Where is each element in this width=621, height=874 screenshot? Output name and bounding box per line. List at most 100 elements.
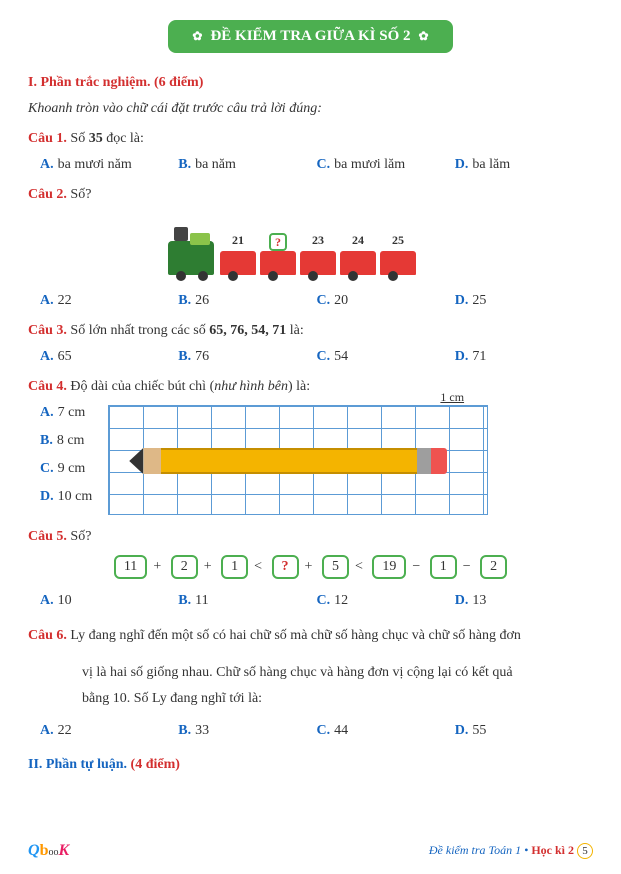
wheel-icon [388,271,398,281]
wheel-icon [348,271,358,281]
q4-choice-a[interactable]: A.7 cm [40,405,92,421]
section-1-points: (6 điểm) [154,75,203,90]
q6-choice-d[interactable]: D.55 [455,723,593,739]
train-car: 25 [380,251,416,275]
q5-choice-d[interactable]: D.13 [455,593,593,609]
q4-label: Câu 4. [28,379,67,394]
num-box: 19 [372,555,406,579]
section-2-points: (4 điểm) [131,757,180,772]
title-banner: ✿ ĐỀ KIỂM TRA GIỮA KÌ SỐ 2 ✿ [168,20,452,53]
q5-equation: 11+ 2+ 1< ?+ 5< 19− 1− 2 [28,555,593,579]
q6-choice-c[interactable]: C.44 [317,723,455,739]
q3-prompt: Câu 3. Số lớn nhất trong các số 65, 76, … [28,323,593,339]
q2-prompt: Câu 2. Số? [28,187,593,203]
q6-line3: bằng 10. Số Ly đang nghĩ tới là: [28,686,593,713]
train-car: 24 [340,251,376,275]
grid-ruler: 1 cm [108,405,488,515]
num-box: 2 [480,555,507,579]
wheel-icon [228,271,238,281]
num-box: 1 [221,555,248,579]
section-1-label: I. Phần trắc nghiệm. [28,75,151,90]
q1-choice-a[interactable]: A.ba mươi năm [40,157,178,173]
title-text: ĐỀ KIỂM TRA GIỮA KÌ SỐ 2 [210,28,410,45]
q5-label: Câu 5. [28,529,67,544]
pencil-icon [129,448,447,474]
q1-choice-b[interactable]: B.ba năm [178,157,316,173]
num-box: 11 [114,555,147,579]
q1-pre: Số [70,131,88,146]
q2-choice-c[interactable]: C.20 [317,293,455,309]
q1-bold: 35 [89,131,103,146]
q6-prompt: Câu 6. Ly đang nghĩ đến một số có hai ch… [28,623,593,650]
flower-icon: ✿ [419,29,429,44]
page-number: 5 [577,843,593,859]
train-illustration: 21 ? 23 24 25 [168,213,428,283]
footer-right: Đề kiểm tra Toán 1 • Học kì 2 5 [429,843,593,859]
q2-text: Số? [70,187,91,202]
q2-choice-d[interactable]: D.25 [455,293,593,309]
q2-choice-a[interactable]: A.22 [40,293,178,309]
q5-choice-a[interactable]: A.10 [40,593,178,609]
train-car: 23 [300,251,336,275]
flower-icon: ✿ [192,29,202,44]
page-footer: QbooK Đề kiểm tra Toán 1 • Học kì 2 5 [28,842,593,860]
wheel-icon [308,271,318,281]
q6-choice-a[interactable]: A.22 [40,723,178,739]
cm-label: 1 cm [435,390,469,405]
q3-choice-d[interactable]: D.71 [455,349,593,365]
question-5: Câu 5. Số? 11+ 2+ 1< ?+ 5< 19− 1− 2 A.10… [28,529,593,609]
question-4: Câu 4. Độ dài của chiếc bút chì (như hìn… [28,379,593,515]
instruction: Khoanh tròn vào chữ cái đặt trước câu tr… [28,101,593,117]
q6-line2: vị là hai số giống nhau. Chữ số hàng chụ… [28,660,593,687]
q1-choices: A.ba mươi năm B.ba năm C.ba mươi lăm D.b… [28,157,593,173]
num-box: 5 [322,555,349,579]
question-mark-box: ? [272,555,299,579]
q4-prompt: Câu 4. Độ dài của chiếc bút chì (như hìn… [28,379,593,395]
q1-choice-c[interactable]: C.ba mươi lăm [317,157,455,173]
q5-choice-c[interactable]: C.12 [317,593,455,609]
pencil-wood [143,448,161,474]
q1-choice-d[interactable]: D.ba lăm [455,157,593,173]
question-2: Câu 2. Số? 21 ? 23 24 25 A.22 B.26 C.20 … [28,187,593,309]
locomotive-icon [168,241,214,275]
q5-prompt: Câu 5. Số? [28,529,593,545]
q5-choice-b[interactable]: B.11 [178,593,316,609]
section-2-title: II. Phần tự luận. (4 điểm) [28,757,593,773]
q3-choice-a[interactable]: A.65 [40,349,178,365]
wheel-icon [268,271,278,281]
q1-label: Câu 1. [28,131,67,146]
train-car: 21 [220,251,256,275]
q3-choice-b[interactable]: B.76 [178,349,316,365]
section-2-label: II. Phần tự luận. [28,757,127,772]
q3-choices: A.65 B.76 C.54 D.71 [28,349,593,365]
q2-choices: A.22 B.26 C.20 D.25 [28,293,593,309]
q4-choice-c[interactable]: C.9 cm [40,461,92,477]
q5-choices: A.10 B.11 C.12 D.13 [28,593,593,609]
pencil-tip [129,448,143,474]
logo: QbooK [28,842,69,860]
q2-choice-b[interactable]: B.26 [178,293,316,309]
q6-label: Câu 6. [28,628,67,643]
wheel-icon [176,271,186,281]
title-banner-wrap: ✿ ĐỀ KIỂM TRA GIỮA KÌ SỐ 2 ✿ [28,20,593,69]
footer-hk: Học kì 2 [531,843,574,857]
q3-label: Câu 3. [28,323,67,338]
q4-choice-b[interactable]: B.8 cm [40,433,92,449]
q4-choice-d[interactable]: D.10 cm [40,489,92,505]
q3-choice-c[interactable]: C.54 [317,349,455,365]
q6-choices: A.22 B.33 C.44 D.55 [28,723,593,739]
q1-post: đọc là: [103,131,144,146]
q6-choice-b[interactable]: B.33 [178,723,316,739]
question-mark-box: ? [269,233,287,251]
q4-figure-zone: A.7 cm B.8 cm C.9 cm D.10 cm 1 cm [28,405,593,515]
num-box: 1 [430,555,457,579]
question-3: Câu 3. Số lớn nhất trong các số 65, 76, … [28,323,593,365]
pencil-eraser [431,448,447,474]
q1-prompt: Câu 1. Số 35 đọc là: [28,131,593,147]
footer-book: Đề kiểm tra Toán 1 [429,843,524,857]
wheel-icon [198,271,208,281]
section-1-title: I. Phần trắc nghiệm. (6 điểm) [28,75,593,91]
pencil-ferrule [417,448,431,474]
pencil-body [161,448,417,474]
q4-choices: A.7 cm B.8 cm C.9 cm D.10 cm [28,405,92,505]
